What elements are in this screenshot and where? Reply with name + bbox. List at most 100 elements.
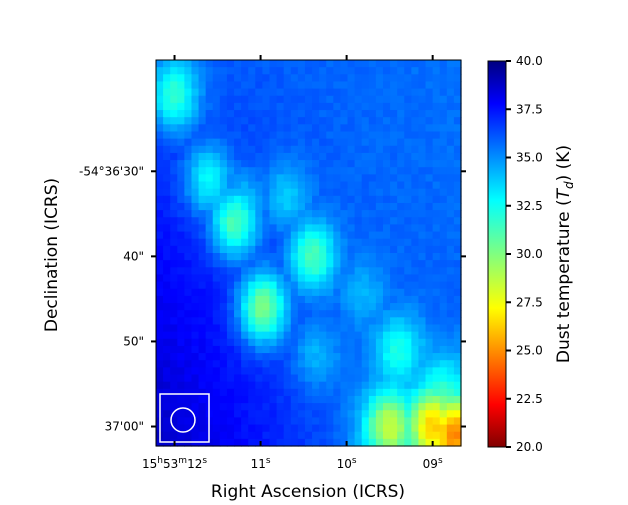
heatmap-cell <box>368 410 377 419</box>
heatmap-cell <box>156 74 164 83</box>
heatmap-cell <box>290 202 299 211</box>
heatmap-cell <box>382 438 391 447</box>
heatmap-cell <box>191 74 200 83</box>
heatmap-cell <box>375 338 384 347</box>
heatmap-cell <box>453 345 462 354</box>
tick-unit-superscript: s <box>266 456 271 466</box>
heatmap-cell <box>319 131 327 140</box>
heatmap-cell <box>269 245 278 254</box>
heatmap-cell <box>390 181 398 190</box>
heatmap-cell <box>276 367 285 376</box>
heatmap-cell <box>319 303 327 311</box>
heatmap-cell <box>170 331 178 340</box>
heatmap-cell <box>234 374 242 383</box>
heatmap-cell <box>361 374 370 383</box>
heatmap-cell <box>297 295 306 304</box>
heatmap-cell <box>212 395 221 404</box>
heatmap-cell <box>219 438 228 447</box>
heatmap-cell <box>276 288 285 297</box>
heatmap-cell <box>411 424 420 433</box>
heatmap-cell <box>248 188 256 197</box>
heatmap-cell <box>453 167 462 175</box>
heatmap-cell <box>212 274 221 283</box>
heatmap-cell <box>368 231 377 240</box>
heatmap-cell <box>411 417 420 426</box>
heatmap-cell <box>361 253 370 261</box>
heatmap-cell <box>156 60 164 68</box>
heatmap-cell <box>446 388 455 397</box>
heatmap-cell <box>361 160 370 168</box>
heatmap-cell <box>390 388 398 397</box>
heatmap-cell <box>248 417 256 426</box>
heatmap-cell <box>446 295 455 304</box>
heatmap-cell <box>347 374 356 383</box>
heatmap-cell <box>361 353 370 361</box>
heatmap-cell <box>198 431 207 440</box>
heatmap-cell <box>382 188 391 197</box>
heatmap-cell <box>390 110 398 118</box>
heatmap-cell <box>404 81 412 90</box>
heatmap-cell <box>283 410 292 419</box>
heatmap-cell <box>163 303 171 311</box>
heatmap-cell <box>390 281 398 290</box>
heatmap-cell <box>177 381 185 390</box>
heatmap-cell <box>198 131 207 140</box>
heatmap-cell <box>205 331 214 340</box>
x-tick-label: 10s <box>337 456 357 471</box>
heatmap-cell <box>326 131 334 140</box>
heatmap-cell <box>375 360 384 368</box>
heatmap-cell <box>319 210 327 218</box>
heatmap-cell <box>439 338 448 347</box>
heatmap-cell <box>354 117 363 125</box>
heatmap-cell <box>453 288 462 297</box>
heatmap-cell <box>361 195 370 204</box>
heatmap-cell <box>453 231 462 240</box>
heatmap-cell <box>375 117 384 125</box>
heatmap-cell <box>269 310 278 318</box>
heatmap-cell <box>219 374 228 383</box>
heatmap-cell <box>439 367 448 376</box>
heatmap-cell <box>269 353 278 361</box>
heatmap-cell <box>340 145 349 154</box>
heatmap-cell <box>382 331 391 340</box>
heatmap-cell <box>212 353 221 361</box>
heatmap-cell <box>319 224 327 233</box>
heatmap-cell <box>319 260 327 268</box>
heatmap-cell <box>248 238 256 247</box>
heatmap-cell <box>184 388 193 397</box>
heatmap-cell <box>319 253 327 261</box>
heatmap-cell <box>432 438 441 447</box>
heatmap-cell <box>241 395 249 404</box>
heatmap-cell <box>418 238 427 247</box>
heatmap-cell <box>453 260 462 268</box>
heatmap-cell <box>198 245 207 254</box>
heatmap-cell <box>304 202 313 211</box>
heatmap-cell <box>319 74 327 83</box>
heatmap-cell <box>453 202 462 211</box>
heatmap-cell <box>439 231 448 240</box>
heatmap-cell <box>177 310 185 318</box>
heatmap-cell <box>163 102 171 111</box>
heatmap-cell <box>177 288 185 297</box>
heatmap-cell <box>283 253 292 261</box>
heatmap-cell <box>241 160 249 168</box>
heatmap-cell <box>276 438 285 447</box>
heatmap-cell <box>382 210 391 218</box>
heatmap-cell <box>418 253 427 261</box>
heatmap-cell <box>170 138 178 147</box>
heatmap-cell <box>439 174 448 183</box>
heatmap-cell <box>234 238 242 247</box>
heatmap-cell <box>248 281 256 290</box>
heatmap-cell <box>312 88 320 97</box>
heatmap-cell <box>411 388 420 397</box>
heatmap-cell <box>368 167 377 175</box>
heatmap-cell <box>283 431 292 440</box>
heatmap-cell <box>234 381 242 390</box>
heatmap-cell <box>354 424 363 433</box>
heatmap-cell <box>184 303 193 311</box>
heatmap-cell <box>255 260 263 268</box>
heatmap-cell <box>446 210 455 218</box>
heatmap-cell <box>297 145 306 154</box>
heatmap-cell <box>226 131 235 140</box>
heatmap-cell <box>276 331 285 340</box>
